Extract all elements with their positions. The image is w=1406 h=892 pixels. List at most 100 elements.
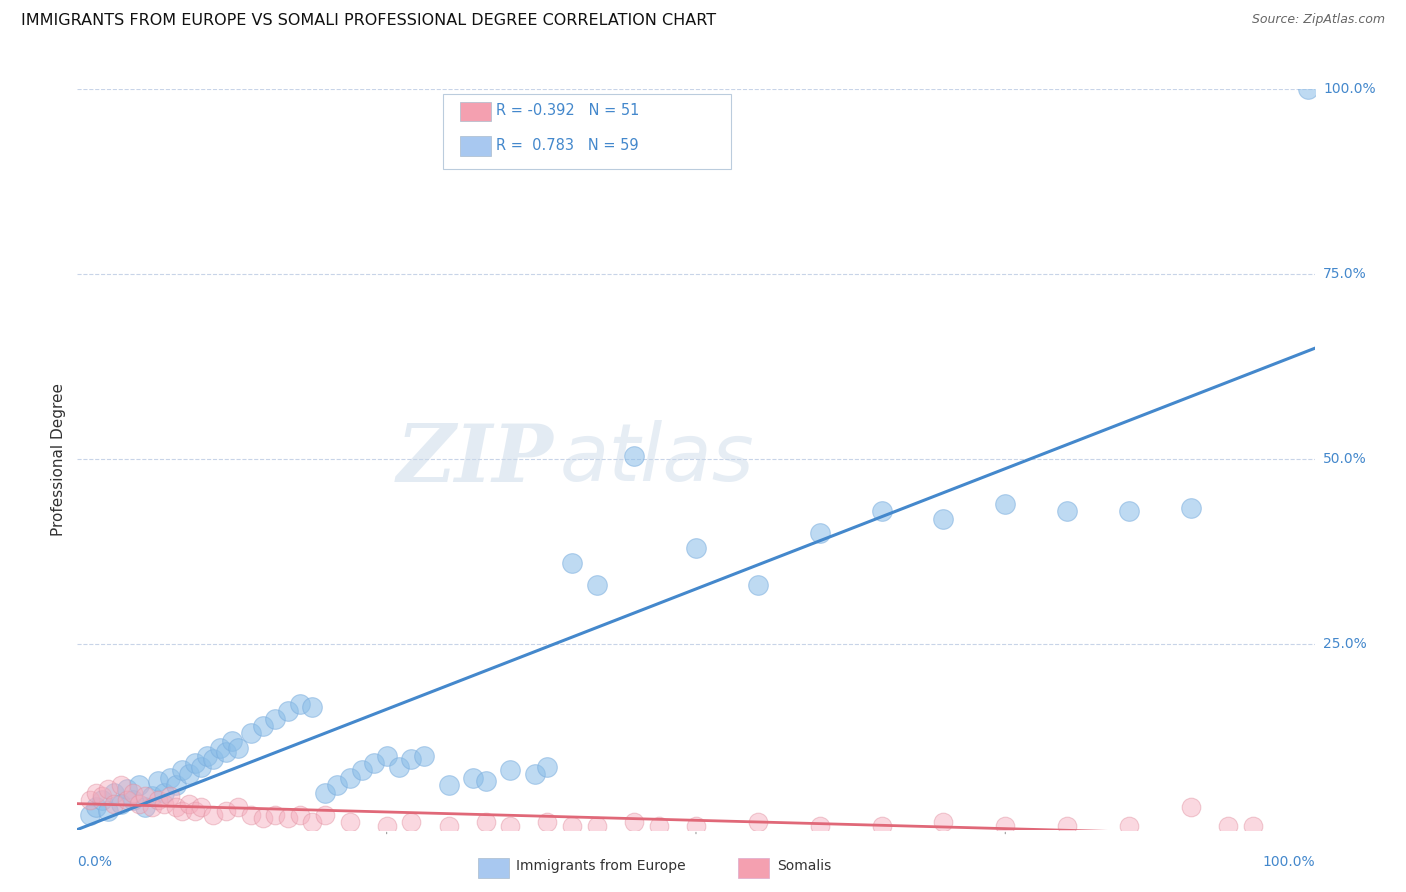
Point bbox=[79, 807, 101, 822]
Point bbox=[623, 449, 645, 463]
Point bbox=[184, 756, 207, 770]
Point bbox=[103, 797, 125, 811]
Point bbox=[747, 578, 769, 592]
Text: ZIP: ZIP bbox=[396, 421, 554, 498]
Y-axis label: Professional Degree: Professional Degree bbox=[51, 383, 66, 536]
Point bbox=[128, 778, 150, 792]
Point bbox=[375, 748, 398, 763]
Point bbox=[177, 797, 200, 811]
Point bbox=[994, 497, 1017, 511]
Point bbox=[239, 807, 262, 822]
Point bbox=[561, 556, 583, 570]
Text: 25.0%: 25.0% bbox=[1323, 638, 1367, 651]
Point bbox=[172, 804, 194, 818]
Text: Source: ZipAtlas.com: Source: ZipAtlas.com bbox=[1251, 13, 1385, 27]
Point bbox=[172, 764, 194, 778]
Point bbox=[870, 819, 893, 833]
Point bbox=[122, 793, 145, 807]
Point bbox=[277, 812, 299, 826]
Point bbox=[536, 759, 558, 773]
Point bbox=[115, 781, 138, 796]
Point bbox=[474, 815, 496, 830]
Point bbox=[932, 815, 955, 830]
Point bbox=[252, 719, 274, 733]
Point bbox=[301, 700, 323, 714]
Point bbox=[1056, 819, 1078, 833]
Point bbox=[134, 800, 156, 814]
Text: 100.0%: 100.0% bbox=[1263, 855, 1315, 869]
Point bbox=[91, 793, 114, 807]
Text: 100.0%: 100.0% bbox=[1323, 82, 1375, 96]
Point bbox=[437, 778, 460, 792]
Point bbox=[215, 804, 238, 818]
Text: R = -0.392   N = 51: R = -0.392 N = 51 bbox=[496, 103, 640, 118]
Point bbox=[648, 819, 671, 833]
Point bbox=[146, 793, 169, 807]
Point bbox=[301, 815, 323, 830]
Point bbox=[252, 812, 274, 826]
Point bbox=[586, 578, 609, 592]
Point bbox=[277, 704, 299, 718]
Point bbox=[437, 819, 460, 833]
Point bbox=[195, 748, 218, 763]
Point bbox=[1216, 819, 1239, 833]
Point bbox=[97, 804, 120, 818]
Text: 0.0%: 0.0% bbox=[77, 855, 112, 869]
Point bbox=[165, 778, 187, 792]
Point bbox=[97, 781, 120, 796]
Point bbox=[190, 800, 212, 814]
Point bbox=[159, 771, 181, 785]
Point bbox=[239, 726, 262, 740]
Point bbox=[134, 789, 156, 804]
Text: IMMIGRANTS FROM EUROPE VS SOMALI PROFESSIONAL DEGREE CORRELATION CHART: IMMIGRANTS FROM EUROPE VS SOMALI PROFESS… bbox=[21, 13, 716, 29]
Point bbox=[747, 815, 769, 830]
Point bbox=[350, 764, 373, 778]
Point bbox=[623, 815, 645, 830]
Point bbox=[84, 786, 107, 799]
Point bbox=[1118, 819, 1140, 833]
Point bbox=[103, 786, 125, 799]
Point bbox=[685, 541, 707, 556]
Text: R =  0.783   N = 59: R = 0.783 N = 59 bbox=[496, 138, 638, 153]
Point bbox=[226, 741, 249, 756]
Point bbox=[208, 741, 231, 756]
Point bbox=[808, 526, 831, 541]
Point bbox=[1118, 504, 1140, 518]
Text: Immigrants from Europe: Immigrants from Europe bbox=[516, 859, 686, 873]
Point bbox=[499, 764, 522, 778]
Point bbox=[463, 771, 485, 785]
Point bbox=[932, 511, 955, 525]
Point bbox=[190, 759, 212, 773]
Point bbox=[165, 800, 187, 814]
Point bbox=[141, 789, 163, 804]
Text: atlas: atlas bbox=[560, 420, 755, 499]
Point bbox=[1298, 82, 1320, 96]
Point bbox=[401, 815, 423, 830]
Point bbox=[994, 819, 1017, 833]
Point bbox=[110, 797, 132, 811]
Point bbox=[221, 733, 243, 747]
Point bbox=[226, 800, 249, 814]
Point bbox=[808, 819, 831, 833]
Point bbox=[110, 778, 132, 792]
Point bbox=[79, 793, 101, 807]
Point bbox=[375, 819, 398, 833]
Point bbox=[288, 697, 311, 711]
Point bbox=[1180, 800, 1202, 814]
Point bbox=[264, 807, 287, 822]
Point bbox=[1056, 504, 1078, 518]
Point bbox=[215, 745, 238, 759]
Point bbox=[685, 819, 707, 833]
Point bbox=[184, 804, 207, 818]
Point bbox=[91, 789, 114, 804]
Point bbox=[84, 800, 107, 814]
Point bbox=[128, 797, 150, 811]
Point bbox=[339, 815, 361, 830]
Point bbox=[159, 789, 181, 804]
Point bbox=[115, 793, 138, 807]
Point bbox=[536, 815, 558, 830]
Text: 75.0%: 75.0% bbox=[1323, 268, 1367, 281]
Point bbox=[202, 807, 225, 822]
Point bbox=[326, 778, 349, 792]
Point bbox=[388, 759, 411, 773]
